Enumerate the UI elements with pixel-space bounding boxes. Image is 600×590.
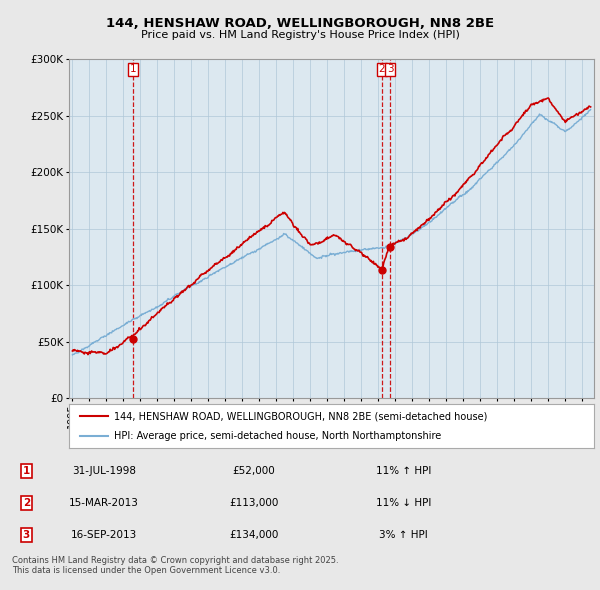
Text: £52,000: £52,000 [233,466,275,476]
Text: £113,000: £113,000 [229,498,278,508]
Text: 144, HENSHAW ROAD, WELLINGBOROUGH, NN8 2BE (semi-detached house): 144, HENSHAW ROAD, WELLINGBOROUGH, NN8 2… [113,411,487,421]
Text: HPI: Average price, semi-detached house, North Northamptonshire: HPI: Average price, semi-detached house,… [113,431,441,441]
Text: Contains HM Land Registry data © Crown copyright and database right 2025.
This d: Contains HM Land Registry data © Crown c… [12,556,338,575]
Text: 3: 3 [23,530,30,540]
Text: Price paid vs. HM Land Registry's House Price Index (HPI): Price paid vs. HM Land Registry's House … [140,30,460,40]
Text: 11% ↑ HPI: 11% ↑ HPI [376,466,431,476]
Text: 3% ↑ HPI: 3% ↑ HPI [379,530,428,540]
Text: 2: 2 [379,64,385,74]
Text: 144, HENSHAW ROAD, WELLINGBOROUGH, NN8 2BE: 144, HENSHAW ROAD, WELLINGBOROUGH, NN8 2… [106,17,494,30]
Text: 16-SEP-2013: 16-SEP-2013 [71,530,137,540]
Text: 15-MAR-2013: 15-MAR-2013 [69,498,139,508]
Text: 11% ↓ HPI: 11% ↓ HPI [376,498,431,508]
Text: 3: 3 [387,64,394,74]
Text: 31-JUL-1998: 31-JUL-1998 [72,466,136,476]
Text: 1: 1 [23,466,30,476]
Text: 2: 2 [23,498,30,508]
Text: £134,000: £134,000 [229,530,278,540]
Text: 1: 1 [130,64,137,74]
